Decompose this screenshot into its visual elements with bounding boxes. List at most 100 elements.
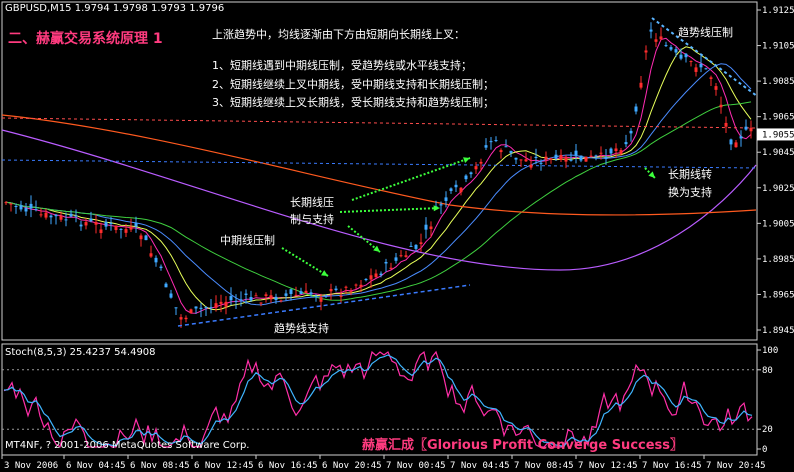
label-long-pressure-2: 制与支持 — [290, 213, 334, 226]
candle-body — [329, 289, 333, 292]
candle-body — [269, 295, 273, 300]
candle-body — [334, 288, 338, 291]
candle-body — [424, 224, 428, 230]
candle-body — [224, 301, 228, 307]
principle-3: 3、短期线继续上叉长期线，受长期线支持和趋势线压制； — [212, 96, 494, 109]
stochastic-label: Stoch(8,5,3) 25.4237 54.4908 — [5, 347, 156, 358]
candle-body — [169, 293, 173, 298]
candle-body — [399, 255, 403, 257]
candle-body — [129, 226, 133, 230]
candle-body — [354, 284, 358, 286]
candle-body — [514, 157, 518, 160]
stoch-panel-frame — [1, 343, 758, 456]
candle-body — [449, 188, 453, 191]
candle-body — [674, 49, 678, 53]
price-tick-label: 1.9045 — [762, 148, 794, 158]
candle-body — [39, 214, 43, 216]
candle-body — [679, 54, 683, 59]
candle-body — [749, 127, 753, 132]
candle-body — [589, 155, 593, 157]
candle-body — [704, 68, 708, 70]
trend-support-line — [177, 284, 471, 327]
ma-short-line — [5, 46, 752, 311]
candle-body — [89, 218, 93, 222]
candle-body — [84, 222, 88, 226]
candle-body — [204, 307, 208, 309]
candle-body — [149, 253, 153, 257]
candle-body — [124, 229, 128, 233]
candle-body — [264, 294, 268, 296]
stoch-main-line — [3, 350, 753, 448]
candle-body — [119, 228, 123, 230]
candle-body — [489, 141, 493, 143]
candle-body — [314, 296, 318, 298]
candle-body — [469, 172, 473, 175]
candle-body — [529, 164, 533, 168]
candle-body — [349, 291, 353, 293]
price-tick-label: 1.8945 — [762, 326, 794, 336]
candle-body — [419, 242, 423, 245]
candle-body — [549, 158, 553, 160]
candle-body — [684, 53, 688, 58]
arrow-to-pullback-head — [373, 245, 380, 252]
arrow-to-long-line-head — [433, 205, 440, 212]
ma-purple-line — [1, 129, 757, 271]
stoch-tick-label: 100 — [762, 346, 778, 356]
stoch-signal-line — [3, 354, 753, 447]
principle-1: 1、短期线遇到中期线压制，受趋势线或水平线支持； — [212, 59, 472, 72]
candle-body — [4, 202, 8, 204]
candle-body — [14, 206, 18, 208]
candle-body — [539, 162, 543, 164]
candle-body — [234, 300, 238, 302]
copyright-text: MT4NF, ? 2001-2006 MetaQuotes Software C… — [5, 440, 250, 451]
price-tick-label: 1.9025 — [762, 184, 794, 194]
candle-body — [409, 245, 413, 247]
candle-body — [624, 142, 628, 145]
candle-body — [649, 29, 653, 32]
candle-body — [159, 266, 163, 269]
time-tick-label: 6 Nov 04:45 — [66, 461, 126, 471]
principle-2: 2、短期线继续上叉中期线，受中期线支持和长期线压制； — [212, 78, 494, 91]
current-price-label: 1.9055 — [762, 130, 794, 140]
candle-body — [319, 297, 323, 302]
candle-body — [474, 166, 478, 170]
watermark-text: 赫赢汇成〖Glorious Profit Converge Success〗 — [362, 438, 684, 453]
candle-body — [654, 39, 658, 42]
candle-body — [744, 126, 748, 130]
price-tick-label: 1.9065 — [762, 113, 794, 123]
candle-body — [639, 82, 643, 88]
candle-body — [109, 223, 113, 225]
candle-body — [94, 222, 98, 225]
candle-body — [309, 292, 313, 295]
time-tick-label: 6 Nov 12:45 — [194, 461, 254, 471]
candle-body — [24, 208, 28, 212]
candle-body — [534, 156, 538, 159]
candle-body — [189, 309, 193, 314]
candle-body — [289, 289, 293, 294]
candle-body — [584, 156, 588, 162]
candle-body — [299, 291, 303, 294]
candle-body — [519, 159, 523, 161]
candle-body — [74, 215, 78, 217]
candle-body — [384, 261, 388, 264]
candle-body — [614, 148, 618, 152]
candle-body — [714, 86, 718, 90]
candle-body — [579, 155, 583, 161]
price-tick-label: 1.9085 — [762, 77, 794, 87]
candle-body — [479, 161, 483, 164]
price-tick-label: 1.9005 — [762, 219, 794, 229]
candle-body — [254, 295, 258, 297]
stoch-tick-label: 80 — [762, 366, 773, 376]
candle-body — [414, 244, 418, 249]
candle-body — [504, 146, 508, 148]
label-long-turn-2: 换为支持 — [668, 186, 712, 199]
candle-body — [49, 215, 53, 218]
candle-body — [694, 67, 698, 72]
candle-body — [184, 317, 188, 320]
ma-orange-line — [1, 114, 757, 216]
candle-body — [594, 155, 598, 157]
candle-body — [464, 175, 468, 180]
candle-body — [134, 223, 138, 227]
time-tick-label: 7 Nov 16:45 — [642, 461, 702, 471]
